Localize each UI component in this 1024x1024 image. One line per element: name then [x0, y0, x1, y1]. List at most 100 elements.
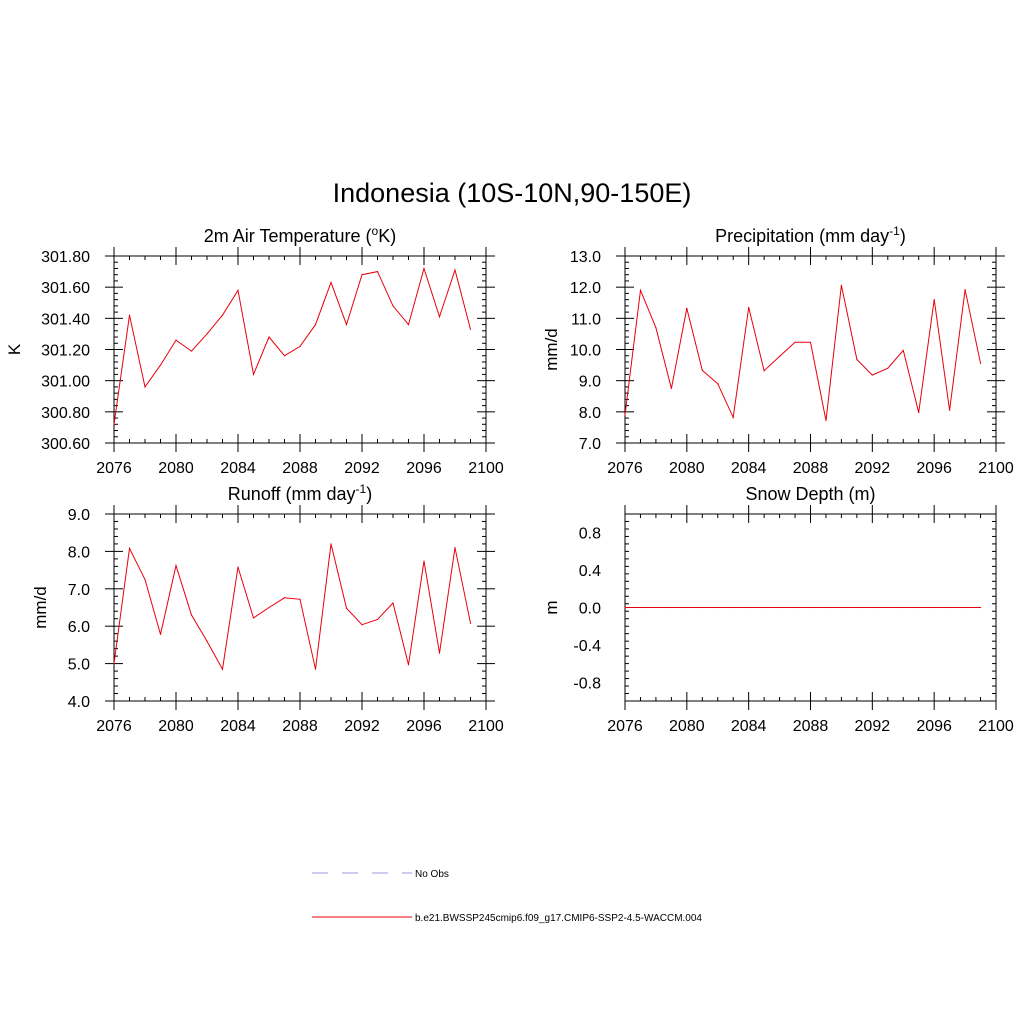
plot-frame [113, 513, 487, 702]
y-tick-label: 300.80 [41, 405, 90, 422]
data-point [778, 606, 781, 609]
data-point [794, 341, 796, 343]
panel-runoff: Runoff (mm day-1) mm/d 2076 2080 2084 2088 209… [31, 482, 504, 735]
data-point [454, 547, 456, 549]
y-tick-label: 9.0 [579, 374, 601, 391]
data-point [732, 416, 734, 419]
data-point [268, 336, 270, 338]
data-point [918, 606, 920, 609]
data-point [190, 614, 193, 616]
data-point [128, 547, 131, 550]
data-point [763, 370, 765, 372]
legend-label-obs: No Obs [415, 869, 449, 880]
data-point [840, 606, 843, 609]
data-point [933, 606, 935, 609]
panel-precipitation: Precipitation (mm day-1) mm/d 2076 2080 2084… [542, 224, 1014, 477]
panel-title-superscript: -1 [889, 224, 900, 238]
data-point [763, 606, 765, 609]
data-point [159, 364, 162, 366]
legend: No Obs b.e21.BWSSP245cmip6.f09_g17.CMIP6… [312, 869, 702, 924]
y-tick-label: 301.40 [41, 311, 90, 328]
y-tick-label: 12.0 [570, 280, 601, 297]
data-point [655, 606, 657, 609]
panel-title-main: Runoff (mm day [228, 484, 356, 504]
x-tick-label: 2076 [96, 460, 132, 477]
data-point [283, 597, 286, 599]
data-point [856, 358, 858, 361]
y-tick-label: 301.20 [41, 343, 90, 360]
figure-title: Indonesia (10S-10N,90-150E) [333, 178, 692, 208]
x-tick-label: 2100 [978, 460, 1014, 477]
y-tick-label: -0.8 [573, 675, 601, 692]
data-point [701, 369, 703, 371]
x-tick-label: 2092 [344, 718, 380, 735]
panel-title-end: ) [366, 484, 372, 504]
data-point [979, 362, 982, 364]
y-tick-label: 8.0 [68, 544, 90, 561]
x-tick-label: 2096 [916, 718, 952, 735]
data-point [871, 374, 873, 376]
panel-title-end: K) [378, 226, 396, 246]
data-point [438, 316, 441, 318]
y-tick-label: 301.60 [41, 280, 90, 297]
data-point [330, 543, 332, 545]
data-point [949, 409, 951, 411]
y-axis-label: mm/d [31, 586, 50, 629]
panel-title: 2m Air Temperature (oK) [204, 224, 396, 246]
data-point [670, 606, 672, 609]
data-point [964, 606, 966, 609]
data-point [144, 386, 146, 388]
data-point [361, 274, 363, 276]
panels: 2m Air Temperature (oK) K 2076 2080 2084 2088… [5, 224, 1014, 735]
data-point [283, 355, 286, 357]
data-point [454, 269, 456, 271]
series-line [113, 266, 471, 425]
y-axis-label: K [5, 343, 24, 355]
y-tick-label: 5.0 [68, 657, 90, 674]
x-tick-label: 2096 [916, 460, 952, 477]
y-axis-label: mm/d [542, 328, 561, 371]
x-tick-label: 2076 [96, 718, 132, 735]
y-tick-label: 11.0 [571, 311, 601, 328]
x-tick-label: 2084 [731, 718, 767, 735]
data-point [887, 367, 889, 369]
data-point [314, 323, 317, 326]
data-point [686, 606, 688, 609]
x-tick-label: 2100 [468, 718, 504, 735]
y-tick-label: 6.0 [68, 619, 90, 636]
y-tick-label: 13.0 [570, 249, 601, 266]
data-point [933, 299, 935, 301]
data-point [438, 652, 441, 654]
data-point [252, 373, 255, 376]
panel-title: Snow Depth (m) [745, 484, 875, 504]
x-tick-label: 2088 [282, 718, 318, 735]
panel-title-main: Snow Depth (m) [745, 484, 875, 504]
data-point [175, 565, 177, 567]
data-point [670, 387, 672, 390]
x-tick-label: 2096 [406, 718, 442, 735]
data-point [190, 350, 193, 352]
data-point [686, 307, 688, 309]
y-tick-label: 10.0 [570, 343, 601, 360]
x-tick-label: 2080 [158, 460, 194, 477]
y-tick-label: 8.0 [579, 405, 601, 422]
data-point [701, 606, 703, 609]
panel-snow-depth: Snow Depth (m) m 2076 2080 2084 2088 2092 2096 2… [542, 484, 1014, 735]
data-point [159, 633, 162, 636]
data-point [330, 281, 332, 284]
data-point [918, 411, 920, 414]
x-tick-label: 2080 [158, 718, 194, 735]
y-tick-label: 0.0 [579, 601, 601, 618]
legend-label-model: b.e21.BWSSP245cmip6.f09_g17.CMIP6-SSP2-4… [415, 913, 702, 924]
data-point [778, 355, 781, 357]
panel-title-main: Precipitation (mm day [715, 226, 889, 246]
data-point [949, 606, 951, 609]
x-tick-label: 2092 [855, 718, 891, 735]
data-point [856, 606, 858, 609]
data-point [469, 622, 472, 624]
y-tick-label: 301.00 [41, 374, 90, 391]
data-point [237, 289, 239, 291]
panel-title-superscript: o [372, 224, 379, 238]
data-point [887, 606, 889, 609]
